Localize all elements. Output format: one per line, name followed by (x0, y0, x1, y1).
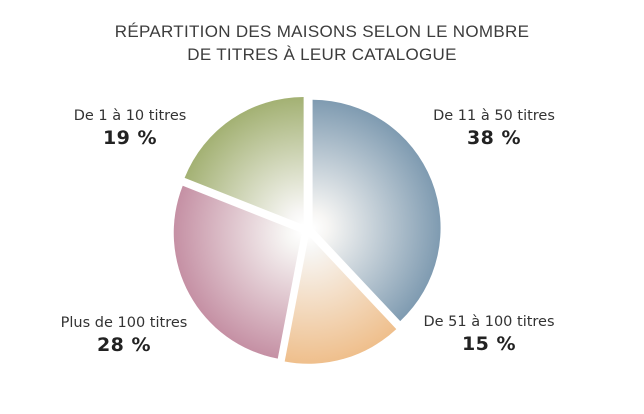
slice-value-11-50: 38 % (466, 127, 522, 149)
slice-name-11-50: De 11 à 50 titres (433, 108, 555, 124)
slice-value-51-100: 15 % (461, 333, 517, 355)
slice-label-51-100: De 51 à 100 titres 15 % (389, 312, 589, 356)
slice-value-100-plus: 28 % (96, 334, 152, 356)
pie-slice-1 (312, 99, 441, 322)
slice-value-1-10: 19 % (102, 127, 158, 149)
slice-label-100-plus: Plus de 100 titres 28 % (24, 313, 224, 357)
pie-slice-4 (184, 97, 304, 226)
chart-title: RÉPARTITION DES MAISONS SELON LE NOMBRE … (0, 20, 644, 66)
slice-name-51-100: De 51 à 100 titres (423, 314, 555, 330)
slice-name-100-plus: Plus de 100 titres (60, 315, 188, 331)
pie-slice-2 (284, 235, 397, 364)
pie-slice-3 (173, 185, 302, 359)
pie-slices (173, 97, 441, 364)
slice-name-1-10: De 1 à 10 titres (73, 108, 187, 124)
chart-title-line-2: DE TITRES À LEUR CATALOGUE (187, 45, 457, 64)
slice-label-1-10: De 1 à 10 titres 19 % (30, 106, 230, 150)
chart-title-line-1: RÉPARTITION DES MAISONS SELON LE NOMBRE (114, 22, 530, 41)
slice-label-11-50: De 11 à 50 titres 38 % (394, 106, 594, 150)
